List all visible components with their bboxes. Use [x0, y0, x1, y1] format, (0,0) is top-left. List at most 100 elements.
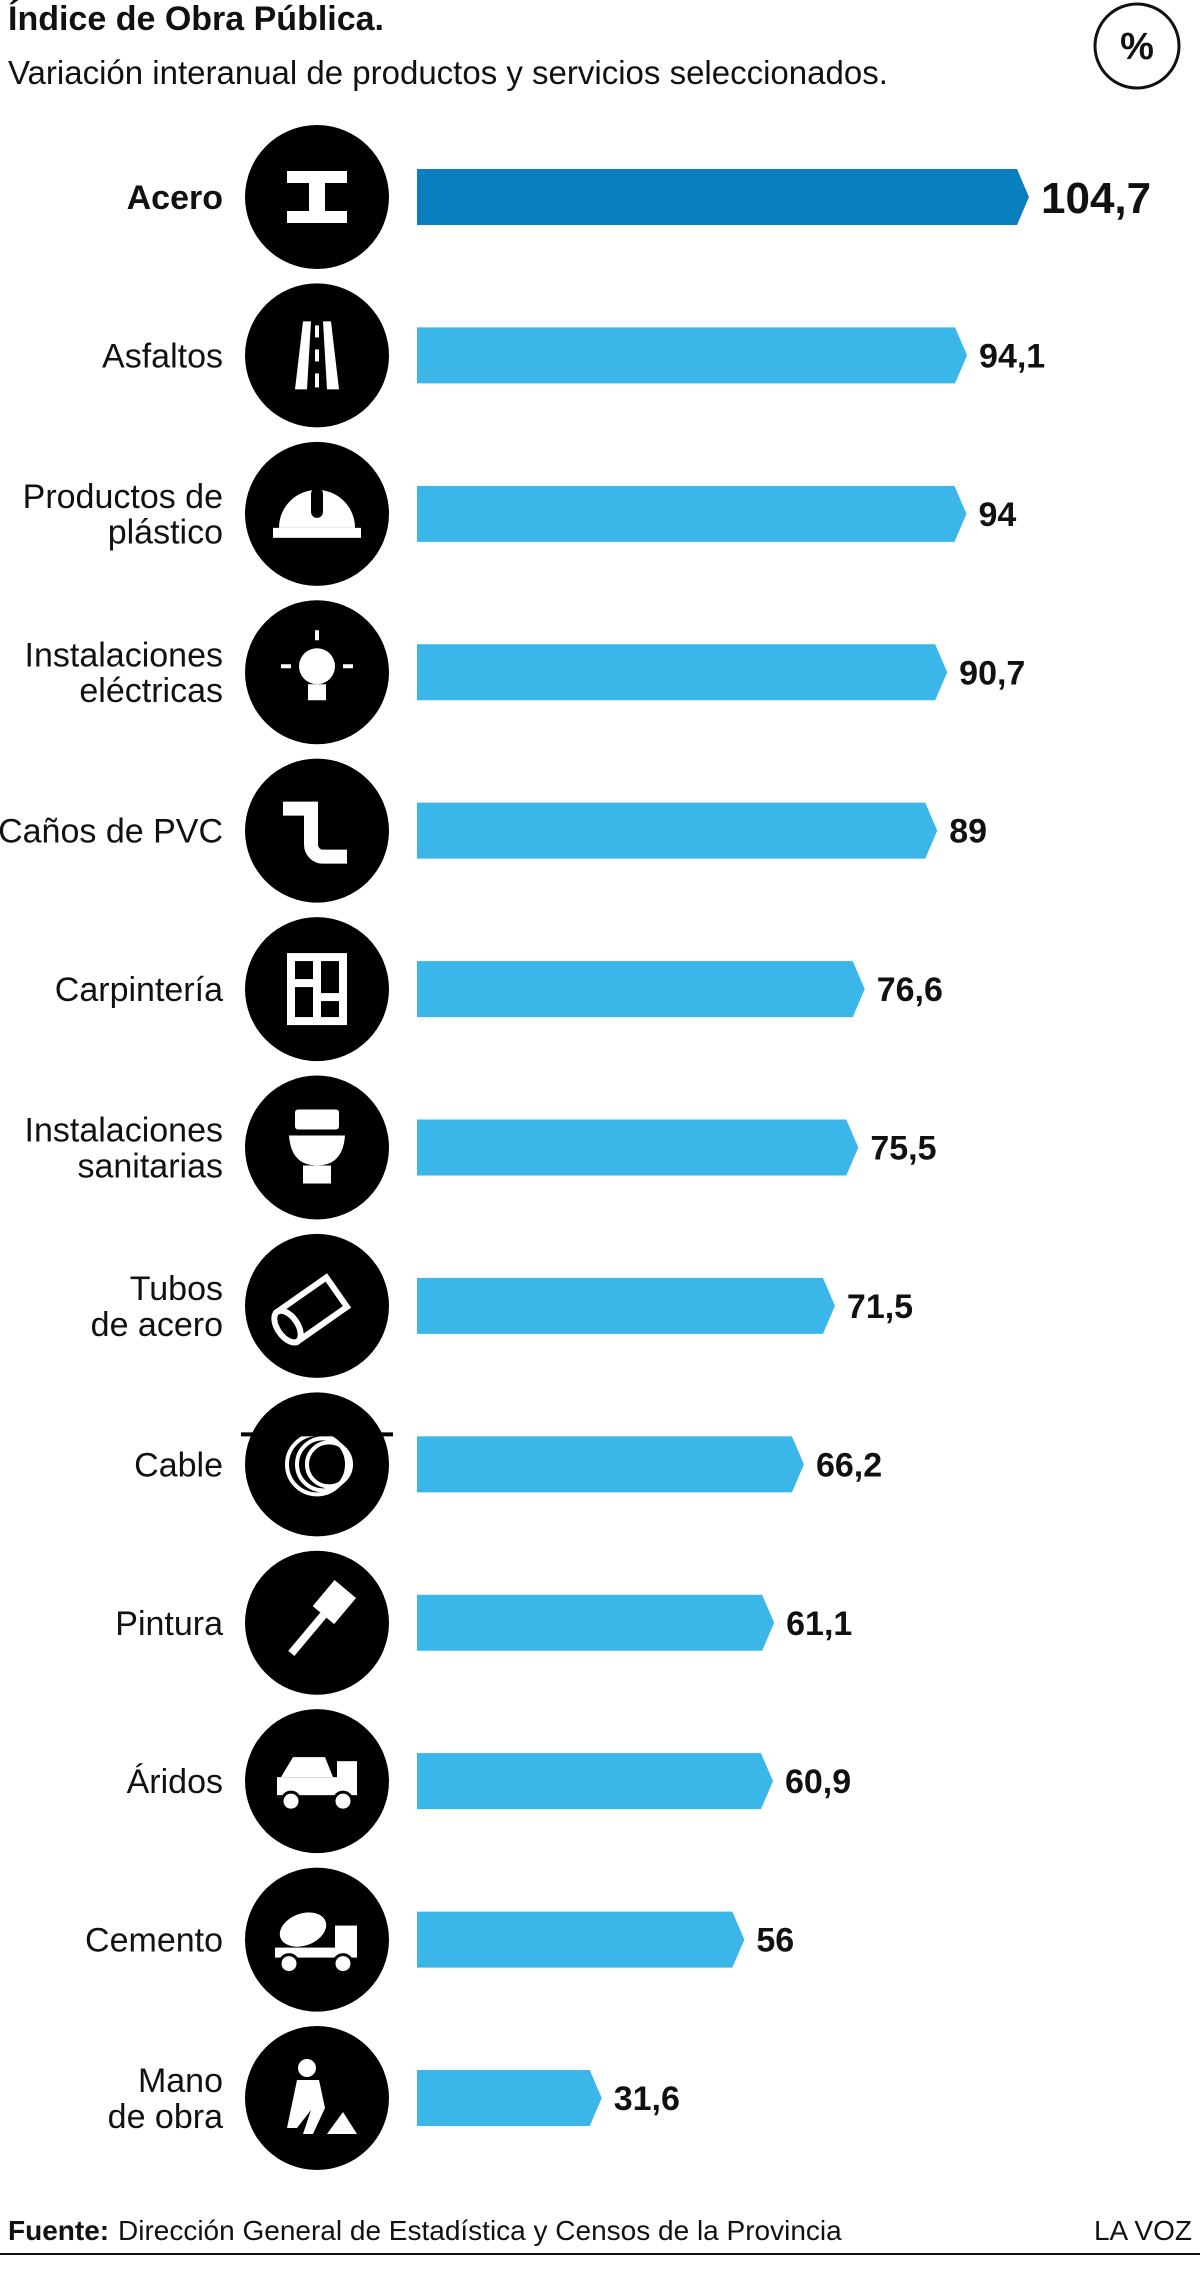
value-label: 94 [978, 496, 1016, 534]
unit-badge: % [1120, 26, 1154, 68]
icon-shape [299, 648, 335, 685]
icon-shape [277, 1777, 337, 1796]
value-label: 104,7 [1041, 174, 1151, 223]
icon-shape [315, 630, 319, 641]
value-label: 71,5 [847, 1288, 913, 1326]
bar [417, 485, 967, 542]
icon [245, 758, 389, 903]
icon-shape [335, 1925, 357, 1958]
bar [417, 961, 865, 1018]
unit-badge-circle [1093, 2, 1181, 90]
icon-shape [327, 2112, 357, 2134]
icon-shape [337, 1761, 357, 1796]
icon-shape [308, 684, 326, 701]
value-label: 75,5 [870, 1130, 936, 1168]
bar [417, 1753, 773, 1810]
icon-shape [280, 1790, 302, 1812]
icon-glyph [241, 1432, 393, 1497]
category-label: Instalaciones eléctricas [25, 636, 223, 710]
icon-shape [271, 1273, 352, 1346]
value-label: 94,1 [979, 337, 1045, 375]
category-label: Pintura [115, 1605, 223, 1643]
icon [245, 2026, 389, 2170]
icon-glyph [271, 1273, 352, 1346]
icon [245, 600, 389, 745]
icon-shape [315, 325, 319, 338]
category-label: Caños de PVC [0, 813, 223, 851]
bar [417, 1594, 775, 1651]
category-label: Asfaltos [102, 337, 223, 375]
icon-shape [295, 961, 313, 980]
icon [245, 1709, 389, 1854]
value-label: 60,9 [785, 1763, 851, 1801]
icon-shape [281, 1757, 333, 1778]
chart-title: Índice de Obra Pública. [8, 0, 384, 38]
value-label: 56 [756, 1922, 794, 1960]
icon-shape [323, 321, 339, 390]
icon-shape [287, 171, 347, 183]
icon [245, 1550, 389, 1695]
icon-shape [295, 987, 313, 1018]
icon-glyph [295, 321, 339, 390]
icon-shape [275, 1947, 335, 1958]
bar [417, 1119, 859, 1176]
icon-shape [273, 527, 361, 538]
icon-shape [312, 1580, 357, 1625]
icon-glyph [289, 1109, 345, 1184]
bar [417, 802, 938, 859]
category-label: Acero [127, 179, 223, 217]
icon [241, 1392, 393, 1537]
icon [245, 1867, 389, 2012]
category-label: Mano de obra [108, 2062, 223, 2136]
bar [417, 1277, 835, 1334]
icon-shape [305, 1440, 353, 1489]
icon-glyph [287, 2059, 357, 2134]
icon-glyph [283, 801, 347, 864]
category-label: Productos de plástico [23, 478, 223, 552]
icon [245, 125, 389, 269]
value-label: 66,2 [816, 1446, 882, 1484]
icon-shape [315, 349, 319, 362]
value-label: 76,6 [877, 971, 943, 1009]
icon-shape [315, 373, 319, 388]
icon-shape [278, 1953, 300, 1975]
bar [417, 1436, 804, 1493]
icon-glyph [288, 1580, 357, 1656]
category-label: Áridos [127, 1763, 223, 1801]
icon [245, 283, 389, 428]
value-label: 31,6 [614, 2080, 680, 2118]
icon-shape [321, 961, 339, 994]
icon [245, 1233, 389, 1378]
icon-shape [303, 1165, 331, 1184]
icon-shape [283, 801, 347, 864]
bar [417, 2070, 602, 2126]
source-label: Fuente: [8, 2215, 109, 2246]
icon-shape [279, 1912, 327, 1947]
icon-circle [245, 1233, 389, 1378]
icon-shape [271, 1307, 304, 1346]
category-label: Instalaciones sanitarias [25, 1112, 223, 1186]
icon-shape [287, 2080, 325, 2134]
icon-shape [311, 487, 323, 518]
icon-shape [309, 183, 325, 211]
icon [245, 441, 389, 586]
icon-shape [298, 2059, 316, 2077]
icon-glyph [275, 1912, 357, 1975]
icon-shape [332, 1953, 354, 1975]
chart-subtitle: Variación interanual de productos y serv… [8, 54, 888, 91]
icon-shape [295, 321, 311, 390]
source: Dirección General de Estadística y Censo… [118, 2215, 842, 2246]
category-label: Tubos de acero [91, 1270, 223, 1344]
icon-shape [321, 1001, 339, 1018]
icon-shape [287, 211, 347, 223]
icon-glyph [277, 1757, 357, 1812]
icon-shape [288, 1580, 357, 1656]
icon [245, 917, 389, 1062]
icon [245, 1075, 389, 1220]
category-label: Carpintería [55, 971, 223, 1009]
category-label: Cable [134, 1446, 223, 1484]
icon-glyph [287, 953, 347, 1026]
value-label: 89 [949, 813, 987, 851]
